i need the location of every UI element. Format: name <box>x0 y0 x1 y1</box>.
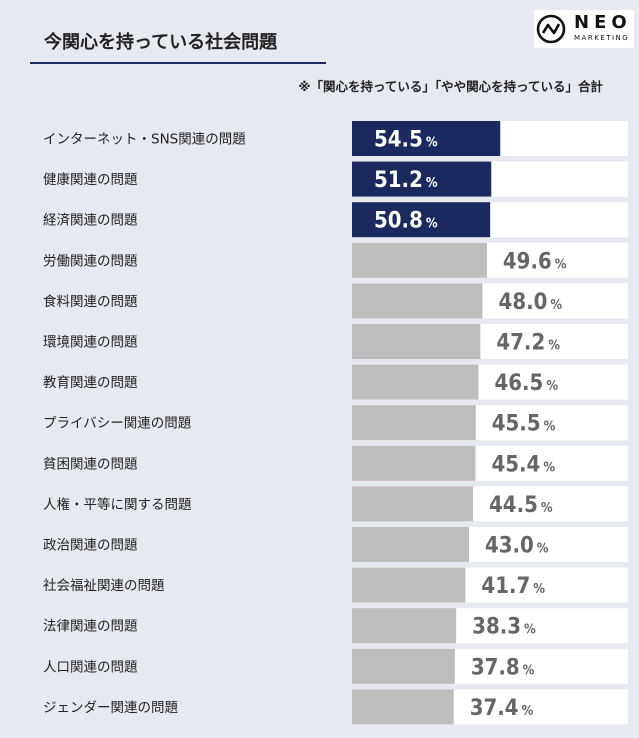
value-label: 37.8% <box>471 655 535 680</box>
value-label: 43.0% <box>485 534 549 559</box>
bar <box>352 648 455 684</box>
category-label: 健康関連の問題 <box>43 171 138 188</box>
value-label: 49.6% <box>503 249 567 274</box>
bar <box>352 689 454 725</box>
category-label: 人権・平等に関する問題 <box>43 496 192 513</box>
bar <box>352 527 469 562</box>
category-label: 社会福祉関連の問題 <box>43 578 165 594</box>
bar <box>352 486 474 522</box>
value-label: 54.5% <box>374 128 438 153</box>
value-label: 46.5% <box>494 371 558 396</box>
category-label: 教育関連の問題 <box>43 375 138 391</box>
page-title: 今関心を持っている社会問題 <box>44 32 278 53</box>
value-label: 45.4% <box>491 452 555 477</box>
category-label: 食料関連の問題 <box>43 293 138 310</box>
title-underline: 今関心を持っている社会問題 <box>30 22 326 64</box>
bar <box>352 324 481 359</box>
logo-subtitle: MARKETING <box>574 34 630 42</box>
bar <box>352 364 479 400</box>
bar <box>352 405 476 441</box>
bar <box>352 608 457 644</box>
value-label: 51.2% <box>374 168 438 193</box>
value-label: 38.3% <box>472 615 536 640</box>
value-label: 37.4% <box>470 696 534 721</box>
category-label: ジェンダー関連の問題 <box>43 700 178 716</box>
logo-word: NEO <box>574 12 632 33</box>
value-label: 50.8% <box>374 209 438 234</box>
value-label: 45.5% <box>492 412 556 437</box>
logo-mark-icon <box>536 14 566 44</box>
bar <box>352 121 501 156</box>
category-label: 労働関連の問題 <box>43 253 138 269</box>
category-label: 法律関連の問題 <box>43 619 138 635</box>
bar <box>352 242 487 278</box>
category-label: プライバシー関連の問題 <box>43 416 192 432</box>
category-label: 人口関連の問題 <box>43 659 138 675</box>
bar <box>352 567 466 603</box>
bar <box>352 202 491 238</box>
category-label: 政治関連の問題 <box>43 538 138 554</box>
bar <box>352 283 483 319</box>
category-label: インターネット・SNS関連の問題 <box>43 132 246 148</box>
value-label: 44.5% <box>489 493 553 518</box>
value-label: 41.7% <box>481 574 545 599</box>
bar <box>352 161 492 197</box>
bar <box>352 445 476 481</box>
neo-marketing-logo: NEO MARKETING <box>534 10 634 48</box>
chart-note: ※「関心を持っている」「やや関心を持っている」合計 <box>298 79 603 94</box>
category-label: 貧困関連の問題 <box>43 456 138 472</box>
value-label: 48.0% <box>499 290 563 315</box>
category-label: 経済関連の問題 <box>43 213 138 229</box>
category-label: 環境関連の問題 <box>43 335 138 351</box>
value-label: 47.2% <box>496 331 560 356</box>
